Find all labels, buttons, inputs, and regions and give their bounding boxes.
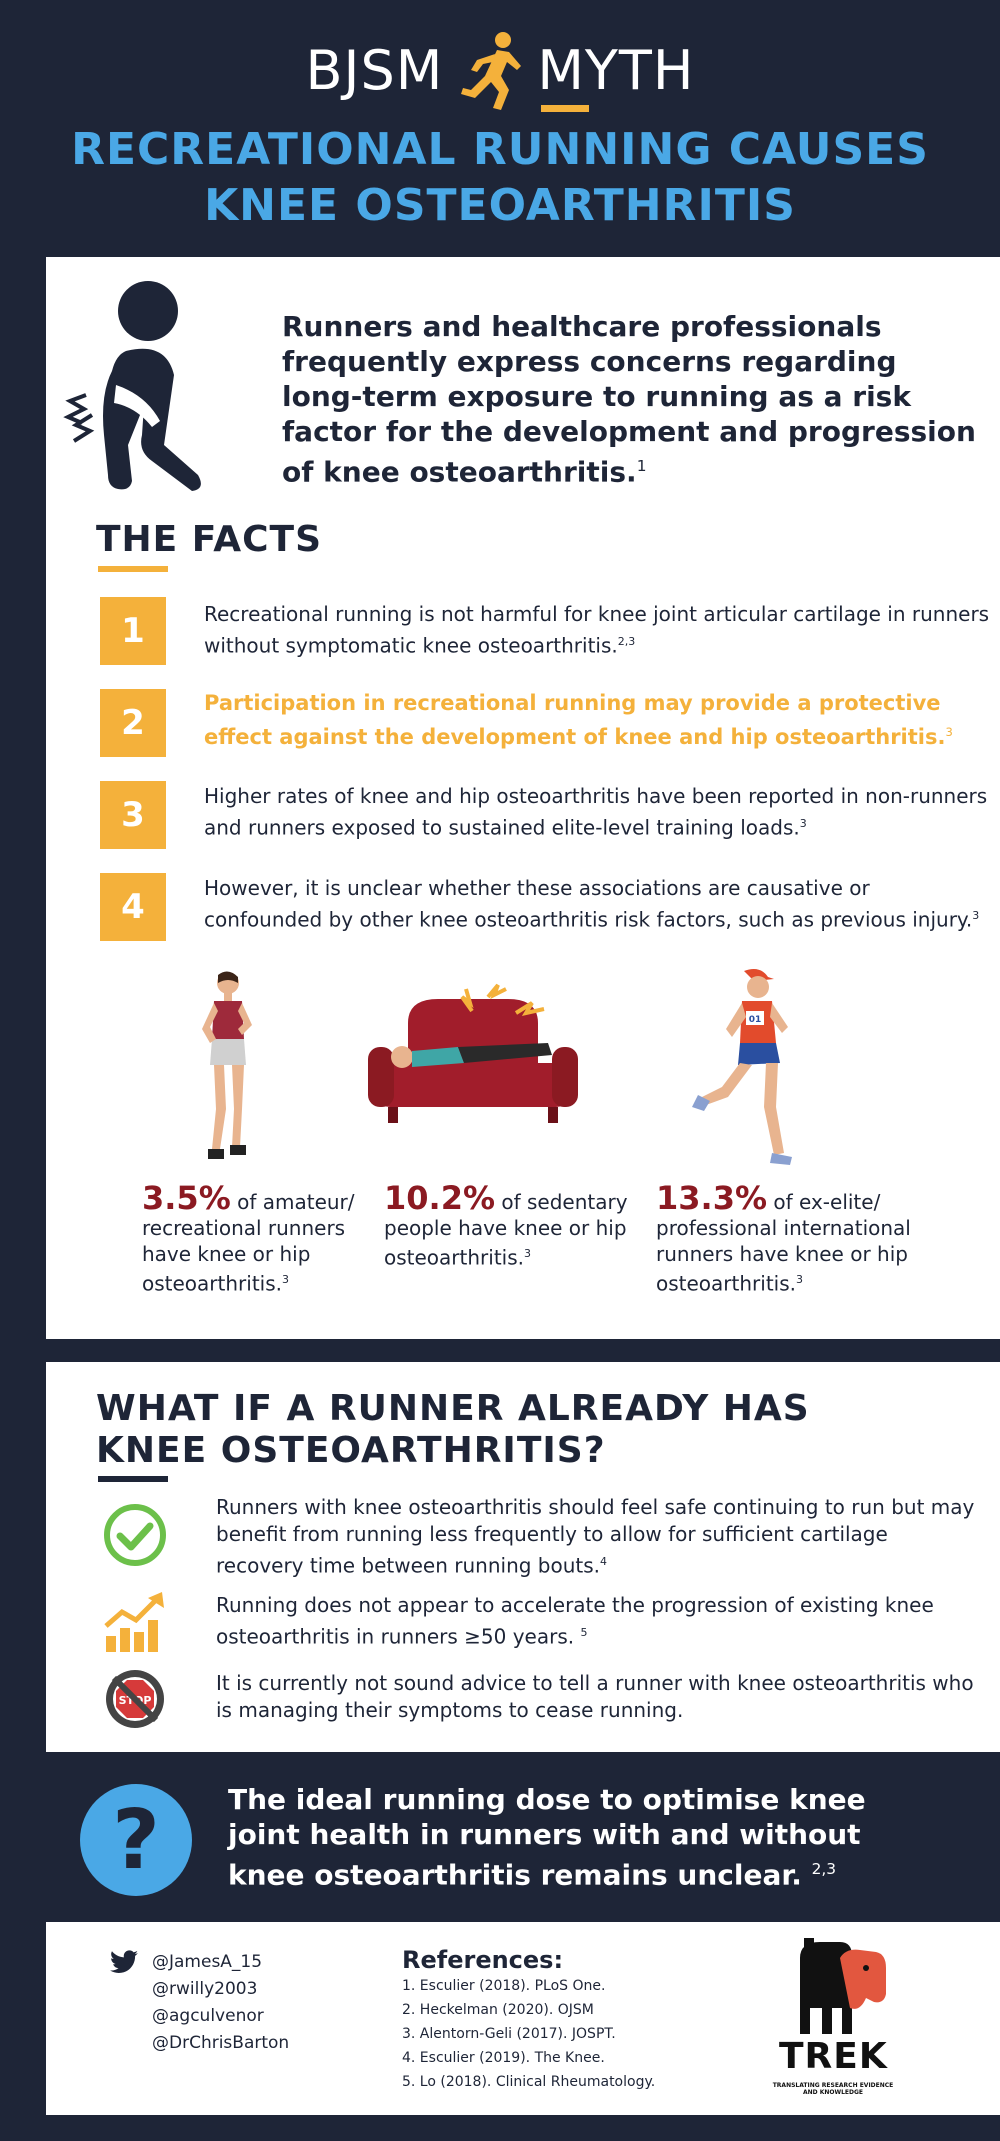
stat-pct-sedentary: 10.2% <box>384 1179 496 1217</box>
trek-name: TREK <box>779 2036 888 2077</box>
whatif-text-2: Running does not appear to accelerate th… <box>216 1592 976 1651</box>
stat-text-recreational: of amateur/ recreational runners have kn… <box>142 1190 355 1296</box>
stat-ref-recreational: 3 <box>282 1273 289 1286</box>
social-handle-2[interactable]: @rwilly2003 <box>152 1979 258 1999</box>
whatif-ref-1: 4 <box>600 1555 608 1568</box>
intro-ref: 1 <box>636 457 647 475</box>
social-handle-1[interactable]: @JamesA_15 <box>152 1952 263 1972</box>
reference-5: 5. Lo (2018). Clinical Rheumatology. <box>402 2074 656 2090</box>
fact-ref-4: 3 <box>972 909 980 922</box>
fact-body-1: Recreational running is not harmful for … <box>204 602 990 658</box>
whatif-title-line-1: WHAT IF A RUNNER ALREADY HAS <box>96 1388 810 1429</box>
fact-number-3: 3 <box>100 781 166 849</box>
whatif-text-1: Runners with knee osteoarthritis should … <box>216 1494 976 1580</box>
reference-1: 1. Esculier (2018). PLoS One. <box>402 1978 606 1994</box>
whatif-text-3: It is currently not sound advice to tell… <box>216 1671 974 1722</box>
growth-chart-icon <box>104 1592 164 1652</box>
social-handle-4[interactable]: @DrChrisBarton <box>152 2033 290 2053</box>
facts-panel: Runners and healthcare professionals fre… <box>46 257 1000 1339</box>
fact-body-4: However, it is unclear whether these ass… <box>204 876 973 932</box>
whatif-panel: WHAT IF A RUNNER ALREADY HAS KNEE OSTEOA… <box>46 1362 1000 1752</box>
fact-ref-3: 3 <box>799 817 807 830</box>
title-line-1: RECREATIONAL RUNNING CAUSES <box>71 124 929 175</box>
question-ref: 2,3 <box>811 1860 837 1878</box>
references-title: References: <box>402 1946 564 1974</box>
whatif-body-1: Runners with knee osteoarthritis should … <box>216 1495 975 1578</box>
twitter-icon <box>110 1950 138 1973</box>
social-handle-3[interactable]: @agculvenor <box>152 2006 264 2026</box>
fact-ref-1: 2,3 <box>617 635 636 648</box>
whatif-title-line-2: KNEE OSTEOARTHRITIS? <box>96 1430 606 1471</box>
reference-3: 3. Alentorn-Geli (2017). JOSPT. <box>402 2026 616 2042</box>
page-title: RECREATIONAL RUNNING CAUSES KNEE OSTEOAR… <box>0 122 1000 234</box>
logo-myth-text: MYTH <box>537 38 695 102</box>
runner-bib-number: 01 <box>749 1015 762 1025</box>
reference-4: 4. Esculier (2019). The Knee. <box>402 2050 605 2066</box>
whatif-ref-2: 5 <box>580 1626 588 1639</box>
fact-number-2: 2 <box>100 689 166 757</box>
fact-text-2: Participation in recreational running ma… <box>204 689 994 752</box>
title-line-2: KNEE OSTEOARTHRITIS <box>204 180 796 231</box>
logo-underline <box>541 104 590 112</box>
check-circle-icon <box>104 1504 166 1566</box>
stat-ref-elite: 3 <box>796 1273 803 1286</box>
fact-body-2: Participation in recreational running ma… <box>204 691 946 749</box>
female-runner-illustration <box>202 971 252 1159</box>
stat-recreational: 3.5% of amateur/ recreational runners ha… <box>142 1182 382 1297</box>
stat-sedentary: 10.2% of sedentary people have knee or h… <box>384 1182 644 1271</box>
trek-elephant-logo-icon <box>800 1938 886 2034</box>
logo-myth: MYTH <box>537 38 695 112</box>
question-text: The ideal running dose to optimise knee … <box>228 1782 868 1892</box>
stop-sign-icon: STOP <box>106 1670 164 1728</box>
fact-text-1: Recreational running is not harmful for … <box>204 601 994 660</box>
whatif-body-2: Running does not appear to accelerate th… <box>216 1593 934 1649</box>
sedentary-couch-illustration <box>368 983 578 1123</box>
stat-elite: 13.3% of ex-elite/ professional internat… <box>656 1182 956 1297</box>
fact-number-1: 1 <box>100 597 166 665</box>
stat-ref-sedentary: 3 <box>524 1247 531 1260</box>
runner-bib <box>746 1011 764 1025</box>
reference-2: 2. Heckelman (2020). OJSM <box>402 2002 594 2018</box>
whatif-title-underline <box>98 1476 168 1482</box>
question-body: The ideal running dose to optimise knee … <box>228 1783 866 1892</box>
logo: BJSM MYTH <box>0 30 1000 112</box>
facts-title-underline <box>98 566 168 572</box>
fact-body-3: Higher rates of knee and hip osteoarthri… <box>204 784 988 840</box>
fact-text-3: Higher rates of knee and hip osteoarthri… <box>204 783 994 842</box>
fact-text-4: However, it is unclear whether these ass… <box>204 875 994 934</box>
fact-number-4: 4 <box>100 873 166 941</box>
stat-text-sedentary: of sedentary people have knee or hip ost… <box>384 1190 628 1270</box>
stat-text-elite: of ex-elite/ professional international … <box>656 1190 911 1296</box>
intro-body: Runners and healthcare professionals fre… <box>282 310 976 489</box>
facts-title: THE FACTS <box>96 519 323 560</box>
stat-pct-elite: 13.3% <box>656 1179 768 1217</box>
intro-text: Runners and healthcare professionals fre… <box>282 309 982 489</box>
fact-ref-2: 3 <box>945 725 953 739</box>
elite-runner-illustration: 01 <box>692 969 792 1165</box>
knee-pain-figure-icon <box>63 281 201 491</box>
footer-panel: @JamesA_15 @rwilly2003 @agculvenor @DrCh… <box>46 1922 1000 2115</box>
whatif-title: WHAT IF A RUNNER ALREADY HAS KNEE OSTEOA… <box>96 1388 810 1472</box>
logo-bjsm: BJSM <box>305 38 444 102</box>
question-mark-icon: ? <box>80 1784 192 1896</box>
runner-logo-icon <box>461 32 522 110</box>
stat-pct-recreational: 3.5% <box>142 1179 231 1217</box>
trek-tagline: TRANSLATING RESEARCH EVIDENCE AND KNOWLE… <box>772 2082 894 2096</box>
